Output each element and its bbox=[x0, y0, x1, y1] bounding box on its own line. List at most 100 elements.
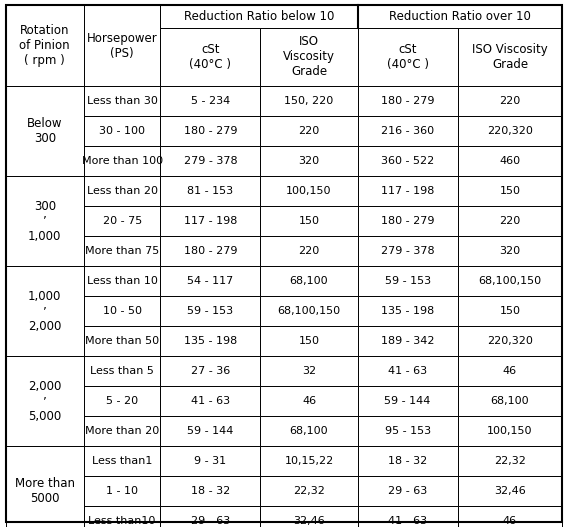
Text: 460: 460 bbox=[499, 156, 520, 166]
Bar bbox=[458, 506, 562, 527]
Text: 150: 150 bbox=[299, 216, 320, 226]
Bar bbox=[261, 116, 357, 146]
Bar bbox=[84, 86, 160, 116]
Text: 59 - 153: 59 - 153 bbox=[385, 276, 431, 286]
Bar bbox=[160, 206, 261, 236]
Bar bbox=[84, 356, 160, 386]
Bar bbox=[160, 5, 357, 28]
Text: 220: 220 bbox=[298, 126, 320, 136]
Text: 1,000
’
2,000: 1,000 ’ 2,000 bbox=[28, 290, 61, 333]
Bar bbox=[357, 86, 458, 116]
Bar bbox=[458, 416, 562, 446]
Text: 29 - 63: 29 - 63 bbox=[191, 516, 230, 526]
Text: 279 - 378: 279 - 378 bbox=[183, 156, 237, 166]
Text: Less than 10: Less than 10 bbox=[87, 276, 158, 286]
Bar bbox=[357, 236, 458, 266]
Text: More than 75: More than 75 bbox=[85, 246, 159, 256]
Bar bbox=[261, 416, 357, 446]
Text: More than 20: More than 20 bbox=[85, 426, 159, 436]
Text: 46: 46 bbox=[503, 516, 517, 526]
Text: 68,100: 68,100 bbox=[290, 426, 328, 436]
Bar bbox=[160, 146, 261, 176]
Text: 41 - 63: 41 - 63 bbox=[388, 366, 427, 376]
Text: 32: 32 bbox=[302, 366, 316, 376]
Text: 150: 150 bbox=[499, 186, 520, 196]
Bar bbox=[6, 266, 84, 356]
Bar bbox=[458, 296, 562, 326]
Text: 180 - 279: 180 - 279 bbox=[381, 96, 435, 106]
Bar bbox=[6, 446, 84, 527]
Text: Rotation
of Pinion
( rpm ): Rotation of Pinion ( rpm ) bbox=[19, 24, 70, 67]
Text: 180 - 279: 180 - 279 bbox=[183, 126, 237, 136]
Text: 20 - 75: 20 - 75 bbox=[103, 216, 142, 226]
Text: More than 100: More than 100 bbox=[82, 156, 163, 166]
Text: 30 - 100: 30 - 100 bbox=[99, 126, 145, 136]
Text: cSt
(40°C ): cSt (40°C ) bbox=[387, 43, 429, 71]
Bar bbox=[357, 506, 458, 527]
Text: 360 - 522: 360 - 522 bbox=[381, 156, 434, 166]
Bar bbox=[357, 146, 458, 176]
Bar bbox=[6, 176, 84, 266]
Bar bbox=[261, 28, 357, 86]
Text: 27 - 36: 27 - 36 bbox=[191, 366, 230, 376]
Bar bbox=[160, 176, 261, 206]
Bar bbox=[458, 176, 562, 206]
Text: 68,100: 68,100 bbox=[290, 276, 328, 286]
Bar bbox=[84, 416, 160, 446]
Text: 220: 220 bbox=[499, 216, 521, 226]
Bar bbox=[357, 476, 458, 506]
Bar bbox=[160, 86, 261, 116]
Text: 41 - 63: 41 - 63 bbox=[191, 396, 230, 406]
Text: Below
300: Below 300 bbox=[27, 117, 62, 145]
Bar bbox=[357, 386, 458, 416]
Text: More than 50: More than 50 bbox=[85, 336, 159, 346]
Text: 135 - 198: 135 - 198 bbox=[184, 336, 237, 346]
Bar bbox=[458, 236, 562, 266]
Text: 100,150: 100,150 bbox=[487, 426, 533, 436]
Bar bbox=[458, 86, 562, 116]
Bar bbox=[6, 356, 84, 446]
Text: 300
’
1,000: 300 ’ 1,000 bbox=[28, 200, 61, 242]
Text: 150, 220: 150, 220 bbox=[285, 96, 333, 106]
Text: Less than 30: Less than 30 bbox=[87, 96, 158, 106]
Bar bbox=[160, 266, 261, 296]
Bar bbox=[84, 236, 160, 266]
Bar bbox=[160, 356, 261, 386]
Bar bbox=[357, 296, 458, 326]
Bar bbox=[160, 296, 261, 326]
Bar bbox=[84, 116, 160, 146]
Text: 68,100: 68,100 bbox=[491, 396, 529, 406]
Bar bbox=[84, 266, 160, 296]
Bar bbox=[357, 5, 562, 28]
Text: 220: 220 bbox=[298, 246, 320, 256]
Text: Horsepower
(PS): Horsepower (PS) bbox=[87, 32, 157, 60]
Bar bbox=[458, 116, 562, 146]
Text: 32,46: 32,46 bbox=[293, 516, 325, 526]
Bar bbox=[84, 446, 160, 476]
Text: 41 - 63: 41 - 63 bbox=[388, 516, 427, 526]
Bar bbox=[458, 326, 562, 356]
Bar bbox=[261, 146, 357, 176]
Bar bbox=[261, 506, 357, 527]
Text: 22,32: 22,32 bbox=[494, 456, 526, 466]
Text: 10,15,22: 10,15,22 bbox=[285, 456, 333, 466]
Text: 5 - 20: 5 - 20 bbox=[106, 396, 138, 406]
Bar bbox=[261, 446, 357, 476]
Bar bbox=[160, 476, 261, 506]
Text: 135 - 198: 135 - 198 bbox=[381, 306, 434, 316]
Text: 150: 150 bbox=[499, 306, 520, 316]
Text: 320: 320 bbox=[499, 246, 520, 256]
Bar bbox=[160, 28, 261, 86]
Bar bbox=[84, 476, 160, 506]
Bar bbox=[261, 206, 357, 236]
Text: 59 - 144: 59 - 144 bbox=[187, 426, 233, 436]
Bar bbox=[6, 5, 84, 86]
Text: Less than 20: Less than 20 bbox=[87, 186, 158, 196]
Text: 18 - 32: 18 - 32 bbox=[388, 456, 427, 466]
Bar bbox=[458, 356, 562, 386]
Bar bbox=[160, 326, 261, 356]
Text: 100,150: 100,150 bbox=[286, 186, 332, 196]
Bar bbox=[84, 206, 160, 236]
Bar bbox=[84, 146, 160, 176]
Text: ISO
Viscosity
Grade: ISO Viscosity Grade bbox=[283, 35, 335, 79]
